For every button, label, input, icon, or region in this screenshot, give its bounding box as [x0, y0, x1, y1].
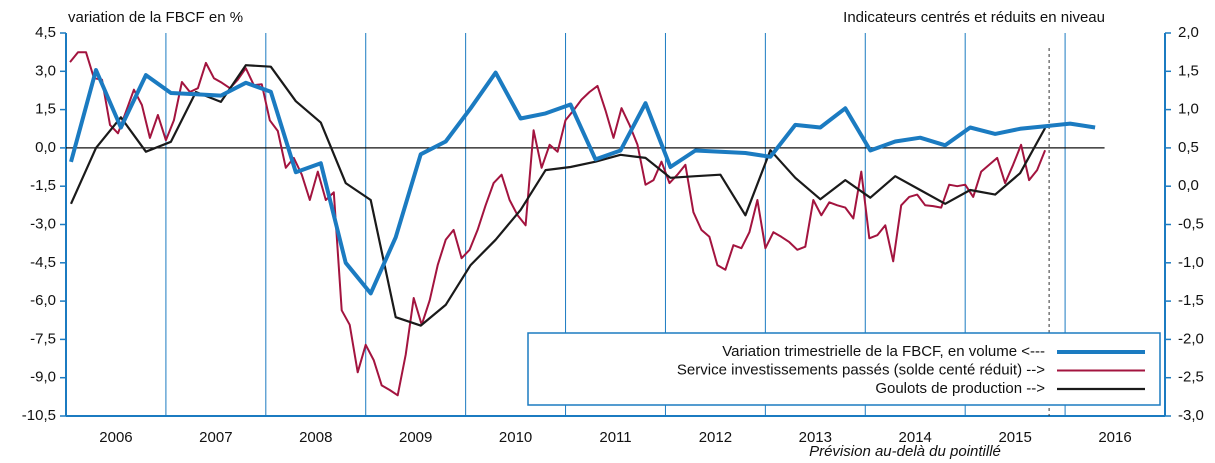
y-tick-label: 4,5	[35, 24, 56, 41]
x-tick-label: 2012	[699, 429, 732, 446]
y-tick-label: -3,0	[30, 215, 56, 232]
y-tick-label: -7,5	[30, 330, 56, 347]
y-tick-label: 0,0	[35, 139, 56, 156]
legend-label: Variation trimestrielle de la FBCF, en v…	[722, 343, 1045, 360]
x-tick-label: 2007	[199, 429, 232, 446]
y2-tick-label: -1,5	[1178, 292, 1204, 309]
y2-tick-label: 2,0	[1178, 24, 1199, 41]
y-tick-label: -1,5	[30, 177, 56, 194]
y-tick-label: -4,5	[30, 254, 56, 271]
legend-label: Service investissements passés (solde ce…	[677, 361, 1045, 378]
y-axis-label: variation de la FBCF en %	[68, 9, 243, 26]
y2-tick-label: -3,0	[1178, 407, 1204, 424]
y2-tick-label: 1,5	[1178, 62, 1199, 79]
y2-tick-label: 0,5	[1178, 139, 1199, 156]
y-tick-label: -6,0	[30, 292, 56, 309]
x-tick-label: 2008	[299, 429, 332, 446]
x-tick-label: 2009	[399, 429, 432, 446]
x-tick-label: 2010	[499, 429, 532, 446]
series-line	[69, 68, 1096, 296]
y2-tick-label: -2,0	[1178, 330, 1204, 347]
y-tick-label: -10,5	[22, 407, 56, 424]
x-tick-label: 2015	[998, 429, 1031, 446]
series-line	[69, 64, 1047, 327]
x-tick-label: 2016	[1098, 429, 1131, 446]
y2-tick-label: -0,5	[1178, 215, 1204, 232]
x-tick-label: 2006	[99, 429, 132, 446]
y2-tick-label: -1,0	[1178, 254, 1204, 271]
y2-axis-label: Indicateurs centrés et réduits en niveau	[843, 9, 1105, 26]
forecast-note: Prévision au-delà du pointillé	[809, 443, 1001, 460]
y-tick-label: 3,0	[35, 62, 56, 79]
x-tick-label: 2013	[799, 429, 832, 446]
y2-tick-label: 1,0	[1178, 101, 1199, 118]
y2-tick-label: 0,0	[1178, 177, 1199, 194]
x-tick-label: 2011	[599, 429, 631, 446]
y-tick-label: 1,5	[35, 101, 56, 118]
legend-label: Goulots de production -->	[875, 380, 1045, 397]
y2-tick-label: -2,5	[1178, 369, 1204, 386]
legend-box	[527, 332, 1161, 406]
x-tick-label: 2014	[899, 429, 932, 446]
y-tick-label: -9,0	[30, 369, 56, 386]
